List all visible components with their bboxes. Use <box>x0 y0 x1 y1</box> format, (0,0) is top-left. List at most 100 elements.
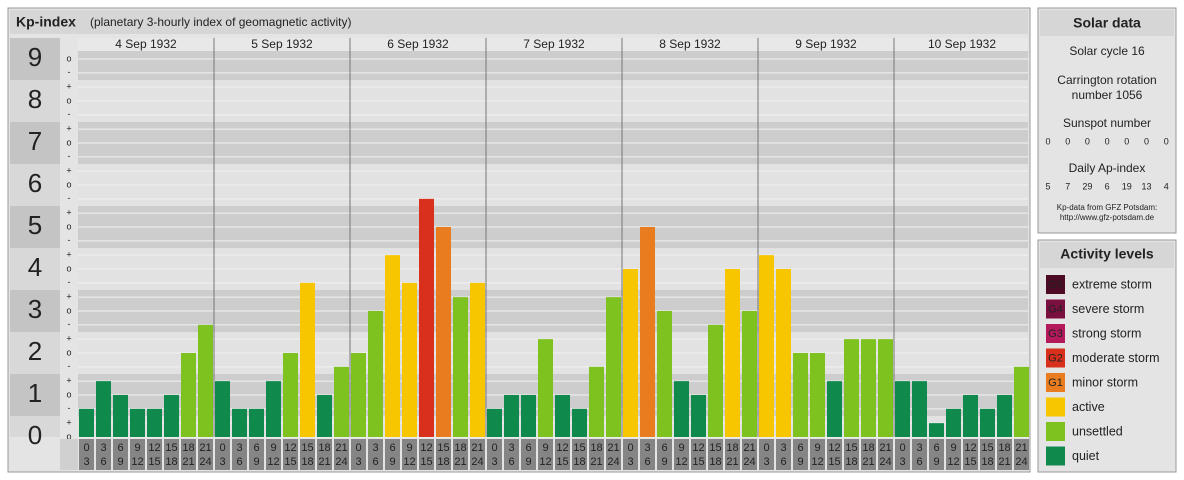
x-tick-label: 21 <box>607 442 619 454</box>
x-tick-label: 9 <box>525 456 531 468</box>
bar <box>555 395 570 437</box>
legend-code: G3 <box>1048 328 1063 340</box>
legend-code: G1 <box>1048 377 1063 389</box>
y-subtick-label: - <box>68 151 71 161</box>
bar <box>980 408 995 437</box>
hour-cell <box>623 439 638 470</box>
bar <box>929 423 944 437</box>
x-tick-label: 18 <box>437 456 449 468</box>
bar <box>589 366 604 437</box>
y-subtick-label: + <box>66 124 71 134</box>
bar <box>232 408 247 437</box>
ap-value: 7 <box>1065 181 1070 191</box>
ap-value: 19 <box>1122 181 1132 191</box>
ap-value: 4 <box>1164 181 1169 191</box>
x-tick-label: 24 <box>1015 456 1027 468</box>
bar <box>402 282 417 437</box>
x-tick-label: 15 <box>165 442 177 454</box>
legend-swatch <box>1046 422 1065 441</box>
hour-cell <box>691 439 706 470</box>
carrington: Carrington rotation <box>1057 73 1156 87</box>
x-tick-label: 12 <box>828 442 840 454</box>
legend-code: G5 <box>1048 279 1063 291</box>
hour-cell <box>215 439 230 470</box>
hour-cell <box>980 439 995 470</box>
bar <box>623 269 638 437</box>
sunspot-value: 0 <box>1045 136 1050 146</box>
hour-cell <box>725 439 740 470</box>
hour-cell <box>555 439 570 470</box>
bar <box>946 408 961 437</box>
bar <box>997 395 1012 437</box>
hour-cell <box>793 439 808 470</box>
hour-cell <box>589 439 604 470</box>
bar <box>521 395 536 437</box>
x-tick-label: 15 <box>845 442 857 454</box>
x-tick-label: 0 <box>355 442 361 454</box>
bar <box>385 255 400 437</box>
x-tick-label: 18 <box>709 456 721 468</box>
x-tick-label: 24 <box>471 456 483 468</box>
x-tick-label: 6 <box>253 442 259 454</box>
bar <box>538 339 553 437</box>
bar <box>810 353 825 437</box>
x-tick-label: 15 <box>556 456 568 468</box>
bar <box>317 395 332 437</box>
date-label: 5 Sep 1932 <box>251 37 313 51</box>
sunspot-value: 0 <box>1105 136 1110 146</box>
hour-cell <box>368 439 383 470</box>
x-tick-label: 21 <box>862 456 874 468</box>
hour-cell <box>402 439 417 470</box>
x-tick-label: 15 <box>828 456 840 468</box>
x-tick-label: 12 <box>420 442 432 454</box>
bar <box>844 339 859 437</box>
hour-gap <box>60 439 78 470</box>
bar <box>708 324 723 437</box>
y-tick-label: 0 <box>28 420 42 450</box>
label-cell <box>10 332 60 374</box>
hour-cell <box>776 439 791 470</box>
y-subtick-label: o <box>66 179 71 189</box>
x-tick-label: 21 <box>335 442 347 454</box>
legend-swatch <box>1046 446 1065 466</box>
x-tick-label: 3 <box>491 456 497 468</box>
x-tick-label: 12 <box>556 442 568 454</box>
x-tick-label: 0 <box>899 442 905 454</box>
x-tick-label: 12 <box>947 456 959 468</box>
x-tick-label: 12 <box>692 442 704 454</box>
levels-title: Activity levels <box>1060 246 1154 262</box>
hour-cell <box>844 439 859 470</box>
hour-cell <box>232 439 247 470</box>
x-tick-label: 18 <box>845 456 857 468</box>
date-label: 7 Sep 1932 <box>523 37 585 51</box>
hour-cell <box>997 439 1012 470</box>
x-tick-label: 12 <box>148 442 160 454</box>
bar <box>1014 366 1029 437</box>
bar <box>878 339 893 437</box>
legend-label: active <box>1072 400 1105 414</box>
x-tick-label: 18 <box>318 442 330 454</box>
x-tick-label: 9 <box>797 456 803 468</box>
bar <box>198 324 213 437</box>
x-tick-label: 3 <box>83 456 89 468</box>
bar <box>470 282 485 437</box>
x-tick-label: 9 <box>814 442 820 454</box>
bar <box>725 269 740 437</box>
hour-cell <box>453 439 468 470</box>
legend-code: G4 <box>1048 303 1063 315</box>
source: Kp-data from GFZ Potsdam: <box>1057 203 1157 212</box>
hour-cell <box>147 439 162 470</box>
label-cell <box>10 374 60 416</box>
y-subtick-label: o <box>66 263 71 273</box>
y-tick-label: 6 <box>28 168 42 198</box>
bar <box>164 395 179 437</box>
x-tick-label: 15 <box>420 456 432 468</box>
bar <box>759 255 774 437</box>
bar <box>963 395 978 437</box>
x-tick-label: 6 <box>644 456 650 468</box>
x-tick-label: 6 <box>916 456 922 468</box>
x-tick-label: 18 <box>182 442 194 454</box>
sunspot-value: 0 <box>1124 136 1129 146</box>
hour-cell <box>538 439 553 470</box>
x-tick-label: 6 <box>933 442 939 454</box>
